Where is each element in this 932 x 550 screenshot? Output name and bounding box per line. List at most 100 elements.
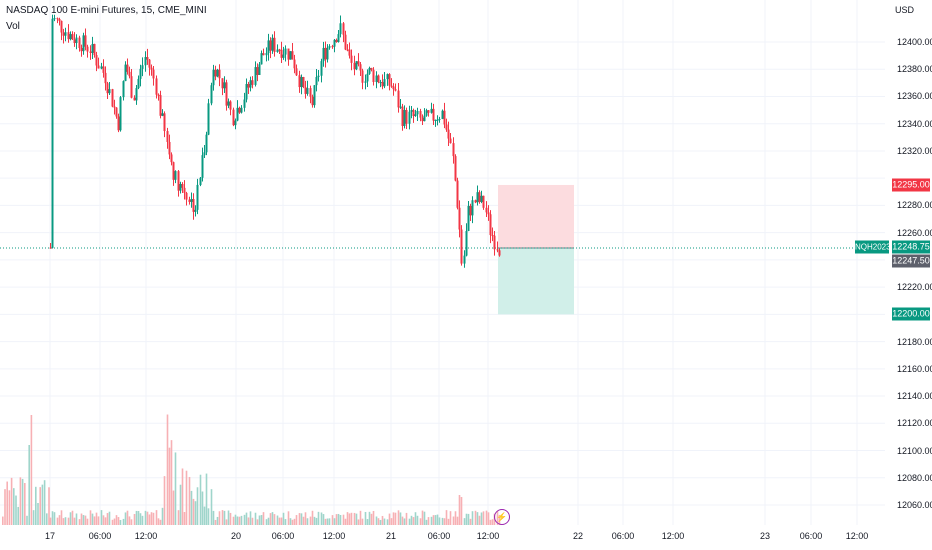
risk-zone[interactable] [498, 184, 574, 248]
lightning-icon[interactable]: ⚡ [494, 509, 510, 525]
candle-body [115, 107, 118, 117]
candle-body [287, 48, 290, 60]
candle-body [388, 74, 391, 86]
volume-bar [276, 515, 279, 525]
volume-bar [130, 519, 133, 525]
volume-bar [348, 513, 351, 525]
volume-bar [148, 514, 151, 525]
time-axis-label: 20 [230, 531, 242, 541]
candle-body [452, 143, 455, 157]
volume-bar [135, 510, 138, 525]
candle-body [133, 97, 136, 101]
candle-body [342, 23, 345, 35]
volume-bar [4, 489, 6, 525]
volume-bar [137, 511, 140, 525]
candle-body [97, 65, 100, 69]
volume-bar [359, 510, 362, 525]
candle-body [324, 47, 327, 60]
volume-bar [234, 514, 237, 525]
volume-bar [397, 510, 400, 525]
candle-body [190, 198, 193, 202]
candle-body [89, 51, 92, 53]
volume-bar [37, 502, 39, 525]
candle-body [71, 34, 74, 40]
volume-bar [108, 511, 111, 525]
volume-bar [102, 515, 105, 525]
candle-body [177, 171, 180, 191]
symbol-title[interactable]: NASDAQ 100 E-mini Futures, 15, CME_MINI [6, 5, 207, 16]
time-axis-label: 12:00 [134, 531, 158, 541]
candle-body [436, 119, 439, 121]
volume-bar [438, 517, 441, 525]
symbol-tag: NQH2023 [855, 240, 891, 254]
volume-label[interactable]: Vol [6, 21, 20, 32]
candle-body [280, 49, 283, 58]
candle-body [368, 67, 371, 74]
candle-body [353, 62, 356, 70]
candle-body [339, 23, 342, 35]
volume-bar [133, 513, 136, 525]
candle-body [438, 118, 441, 120]
volume-bar [328, 518, 331, 525]
volume-bar [452, 516, 455, 525]
candle-body [221, 78, 224, 89]
grid-lines [0, 0, 885, 525]
volume-bar [56, 517, 59, 525]
candle-body [95, 55, 98, 66]
time-axis-label: 12:00 [476, 531, 500, 541]
time-axis-label: 06:00 [88, 531, 112, 541]
candle-body [498, 250, 501, 256]
candle-body [254, 67, 257, 85]
volume-bar [467, 513, 470, 525]
candle-body [293, 59, 296, 69]
candle-body [394, 89, 397, 91]
candle-body [366, 73, 369, 82]
candle-body [227, 101, 230, 106]
candle-body [137, 78, 140, 89]
candle-body [192, 198, 195, 212]
candle-body [232, 109, 235, 126]
volume-bar [89, 510, 92, 525]
currency-label[interactable]: USD [895, 5, 915, 15]
candle-body [414, 114, 417, 117]
candle-body [102, 66, 105, 73]
candle-body [379, 82, 382, 84]
volume-bar [152, 512, 155, 525]
candle-body [236, 107, 239, 121]
time-axis-label: 23 [759, 531, 771, 541]
candle-body [212, 69, 215, 86]
volume-bar [405, 512, 408, 525]
candle-body [179, 184, 182, 191]
candle-body [419, 111, 422, 118]
candle-body [161, 113, 164, 116]
volume-bar [412, 517, 415, 525]
volume-bar [304, 512, 307, 525]
candle-body [75, 37, 78, 44]
volume-bar [229, 512, 232, 525]
volume-bar [91, 513, 94, 525]
volume-bar [84, 515, 87, 525]
reward-zone[interactable] [498, 247, 574, 315]
candle-body [181, 184, 184, 188]
volume-bar [469, 518, 472, 525]
time-axis-label: 12:00 [661, 531, 685, 541]
volume-bar [13, 488, 15, 525]
volume-bar [434, 515, 437, 525]
volume-bar [302, 516, 305, 525]
volume-bar [179, 484, 182, 525]
volume-bar [232, 516, 235, 525]
volume-bar [28, 445, 30, 525]
volume-bar [427, 517, 430, 525]
volume-bar [205, 473, 208, 525]
volume-bar [278, 517, 281, 525]
price-axis-label: 12280.00 [897, 200, 932, 211]
short-position-tool[interactable] [498, 184, 574, 315]
volume-bar [335, 514, 338, 525]
volume-bar [185, 470, 188, 525]
candle-body [170, 154, 173, 163]
volume-bar [282, 512, 285, 525]
volume-bar [333, 518, 336, 525]
candle-body [64, 32, 67, 36]
volume-bar [460, 497, 463, 525]
